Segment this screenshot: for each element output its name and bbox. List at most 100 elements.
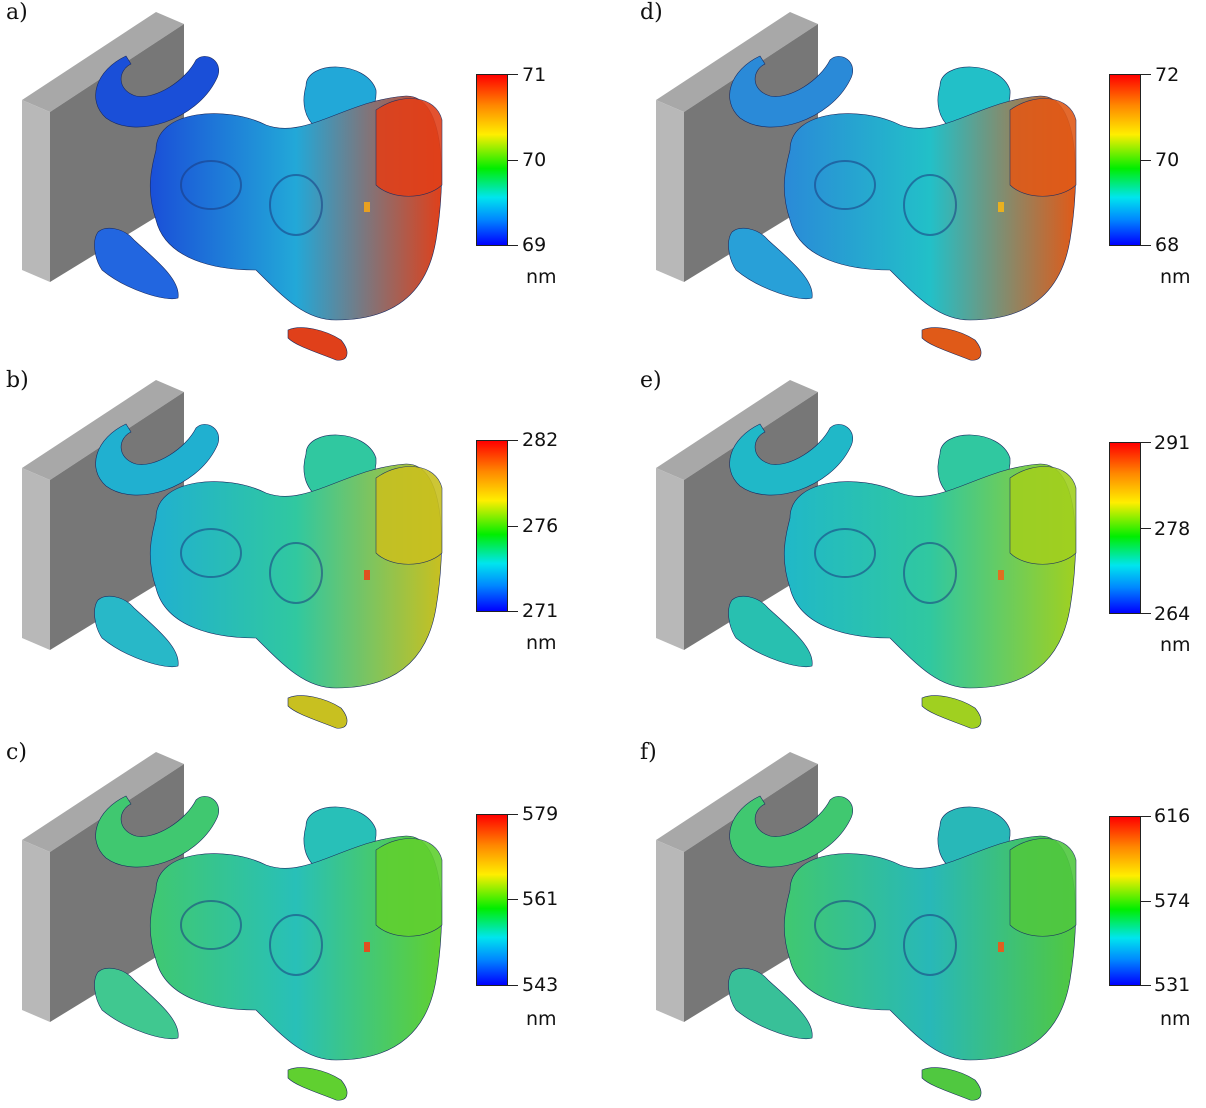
colorbar-tick-mid <box>508 526 518 527</box>
colorbar-tick-max <box>1141 74 1151 75</box>
colorbar-min-label: 69 <box>522 234 547 256</box>
substrate-face <box>50 392 184 650</box>
right-block <box>375 98 443 197</box>
panel-a: a) 71 70 69 nm <box>6 0 606 368</box>
colorbar-mid-label: 70 <box>522 149 547 171</box>
colorbar-mid-label: 278 <box>1154 518 1191 540</box>
substrate-top <box>22 12 184 112</box>
colorbar-unit: nm <box>526 632 557 654</box>
hotspot <box>364 942 370 952</box>
fragment-lower-left <box>728 227 813 300</box>
colorbar-mid-label: 574 <box>1154 890 1191 912</box>
colorbar-tick-mid <box>508 899 518 900</box>
fragment-lower-left <box>94 595 179 668</box>
right-block <box>1009 838 1077 937</box>
substrate-face <box>684 392 818 650</box>
deformed-structure-render <box>22 752 443 1101</box>
colorbar <box>476 814 508 986</box>
colorbar-tick-mid <box>1141 160 1151 161</box>
colorbar-max-label: 291 <box>1154 432 1191 454</box>
colorbar <box>1109 442 1141 614</box>
substrate-side <box>656 100 684 282</box>
substrate-side <box>22 840 50 1022</box>
panel-b: b) 282 276 271 nm <box>6 368 606 736</box>
colorbar-unit: nm <box>1160 1008 1191 1030</box>
main-body <box>149 835 442 1061</box>
deformed-structure-render <box>656 380 1077 729</box>
fragment-lower-left <box>728 595 813 668</box>
colorbar-tick-mid <box>1141 528 1151 529</box>
fragment-bottom <box>287 695 348 729</box>
colorbar-tick-mid <box>1141 901 1151 902</box>
colorbar-tick-max <box>1141 816 1151 817</box>
panel-label: a) <box>6 0 28 25</box>
colorbar <box>476 74 508 246</box>
panel-e: e) 291 278 264 nm <box>640 368 1206 736</box>
colorbar-unit: nm <box>526 266 557 288</box>
colorbar <box>476 440 508 612</box>
hook-segment <box>729 423 853 496</box>
hook-segment <box>95 55 219 128</box>
main-body <box>783 95 1076 321</box>
substrate-side <box>22 100 50 282</box>
colorbar-tick-max <box>508 74 518 75</box>
colorbar-tick-max <box>508 814 518 815</box>
hotspot <box>364 570 370 580</box>
main-body <box>783 835 1076 1061</box>
fragment-bottom <box>287 327 348 361</box>
ring-detail <box>180 528 242 578</box>
panel-label: c) <box>6 740 27 765</box>
main-body <box>149 95 442 321</box>
colorbar-max-label: 579 <box>522 803 559 825</box>
hook-segment <box>729 55 853 128</box>
panel-label: f) <box>640 740 657 765</box>
substrate-side <box>656 468 684 650</box>
substrate-side <box>22 468 50 650</box>
hotspot <box>998 202 1004 212</box>
ring-detail <box>814 900 876 950</box>
ring-detail <box>814 160 876 210</box>
substrate-top <box>22 752 184 852</box>
deformed-structure-render <box>22 12 443 361</box>
panel-c: c) 579 561 543 nm <box>6 740 606 1108</box>
panel-label: d) <box>640 0 663 25</box>
ring-detail <box>269 914 323 976</box>
fragment-bottom <box>921 695 982 729</box>
colorbar-unit: nm <box>1160 634 1191 656</box>
colorbar-min-label: 271 <box>522 600 559 622</box>
colorbar-max-label: 71 <box>522 64 547 86</box>
panel-f: f) 616 574 531 nm <box>640 740 1206 1108</box>
deformed-structure-render <box>656 12 1077 361</box>
colorbar-unit: nm <box>526 1008 557 1030</box>
right-block <box>375 466 443 565</box>
fragment-lower-left <box>94 967 179 1040</box>
fragment-bottom <box>287 1067 348 1101</box>
ring-detail <box>269 174 323 236</box>
ring-detail <box>903 914 957 976</box>
substrate-top <box>22 380 184 480</box>
panel-label: b) <box>6 368 29 393</box>
fragment-bottom <box>921 1067 982 1101</box>
ring-detail <box>180 160 242 210</box>
hotspot <box>998 570 1004 580</box>
colorbar-mid-label: 276 <box>522 515 559 537</box>
ring-detail <box>903 174 957 236</box>
colorbar-tick-min <box>1141 613 1151 614</box>
ring-detail <box>903 542 957 604</box>
right-block <box>1009 98 1077 197</box>
fragment-bottom <box>921 327 982 361</box>
hook-segment <box>95 795 219 868</box>
substrate-top <box>656 752 818 852</box>
colorbar-tick-min <box>1141 245 1151 246</box>
substrate-face <box>50 24 184 282</box>
colorbar-max-label: 282 <box>522 429 559 451</box>
fragment-lower-left <box>728 967 813 1040</box>
colorbar-mid-label: 561 <box>522 888 559 910</box>
substrate-face <box>50 764 184 1022</box>
substrate-face <box>684 764 818 1022</box>
colorbar-tick-min <box>1141 985 1151 986</box>
colorbar <box>1109 74 1141 246</box>
colorbar-tick-max <box>1141 442 1151 443</box>
right-block <box>1009 466 1077 565</box>
substrate-top <box>656 380 818 480</box>
